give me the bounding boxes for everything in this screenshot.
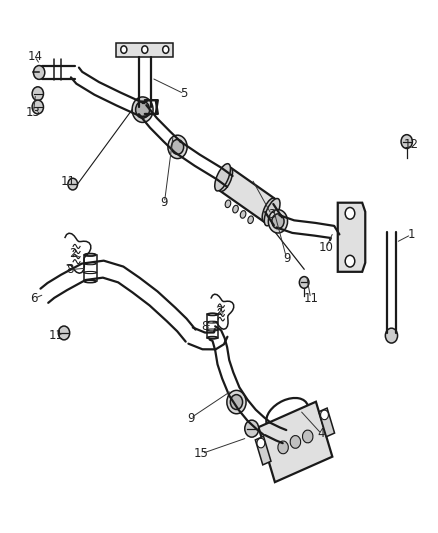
Circle shape xyxy=(230,394,243,409)
Text: 15: 15 xyxy=(194,447,209,460)
Circle shape xyxy=(58,326,70,340)
Circle shape xyxy=(401,135,413,149)
Text: 5: 5 xyxy=(180,87,188,100)
Circle shape xyxy=(121,46,127,53)
Circle shape xyxy=(385,328,398,343)
Circle shape xyxy=(290,435,300,448)
Bar xyxy=(258,402,332,482)
Text: 9: 9 xyxy=(161,196,168,209)
Text: 13: 13 xyxy=(26,106,41,119)
Circle shape xyxy=(345,255,355,267)
Circle shape xyxy=(257,438,265,448)
Circle shape xyxy=(345,207,355,219)
Circle shape xyxy=(278,441,288,454)
Circle shape xyxy=(268,209,288,233)
Ellipse shape xyxy=(262,198,276,222)
Ellipse shape xyxy=(240,211,246,218)
Text: 8: 8 xyxy=(201,320,209,333)
Text: 9: 9 xyxy=(283,252,290,265)
Bar xyxy=(255,437,271,465)
Circle shape xyxy=(168,135,187,159)
Text: 11: 11 xyxy=(61,175,76,188)
Text: 1: 1 xyxy=(407,228,415,241)
Circle shape xyxy=(32,100,43,114)
Ellipse shape xyxy=(219,167,233,191)
Text: 6: 6 xyxy=(31,292,38,305)
Text: 8: 8 xyxy=(66,263,74,276)
Text: 11: 11 xyxy=(49,329,64,342)
Circle shape xyxy=(303,430,313,443)
Ellipse shape xyxy=(215,164,230,191)
Circle shape xyxy=(299,277,309,288)
Bar xyxy=(220,168,275,222)
Text: 2: 2 xyxy=(215,305,223,318)
Circle shape xyxy=(132,97,153,123)
Circle shape xyxy=(32,87,43,101)
Circle shape xyxy=(227,390,246,414)
Circle shape xyxy=(136,101,150,118)
Polygon shape xyxy=(338,203,365,272)
Circle shape xyxy=(171,140,184,155)
Text: 9: 9 xyxy=(187,411,194,424)
Circle shape xyxy=(68,178,78,190)
Circle shape xyxy=(272,214,284,229)
Text: 11: 11 xyxy=(303,292,318,305)
Text: 4: 4 xyxy=(318,427,325,440)
Ellipse shape xyxy=(248,216,254,223)
Circle shape xyxy=(245,420,259,437)
Circle shape xyxy=(321,410,328,419)
Text: 12: 12 xyxy=(403,138,419,151)
Text: 14: 14 xyxy=(27,50,42,63)
Ellipse shape xyxy=(233,205,238,213)
Bar xyxy=(319,408,335,437)
Circle shape xyxy=(33,66,45,79)
Text: 3: 3 xyxy=(268,208,275,221)
Text: 10: 10 xyxy=(318,241,333,254)
Circle shape xyxy=(162,46,169,53)
Circle shape xyxy=(142,46,148,53)
Text: 2: 2 xyxy=(69,247,77,260)
Polygon shape xyxy=(117,43,173,56)
Ellipse shape xyxy=(225,200,231,207)
Ellipse shape xyxy=(264,198,280,226)
